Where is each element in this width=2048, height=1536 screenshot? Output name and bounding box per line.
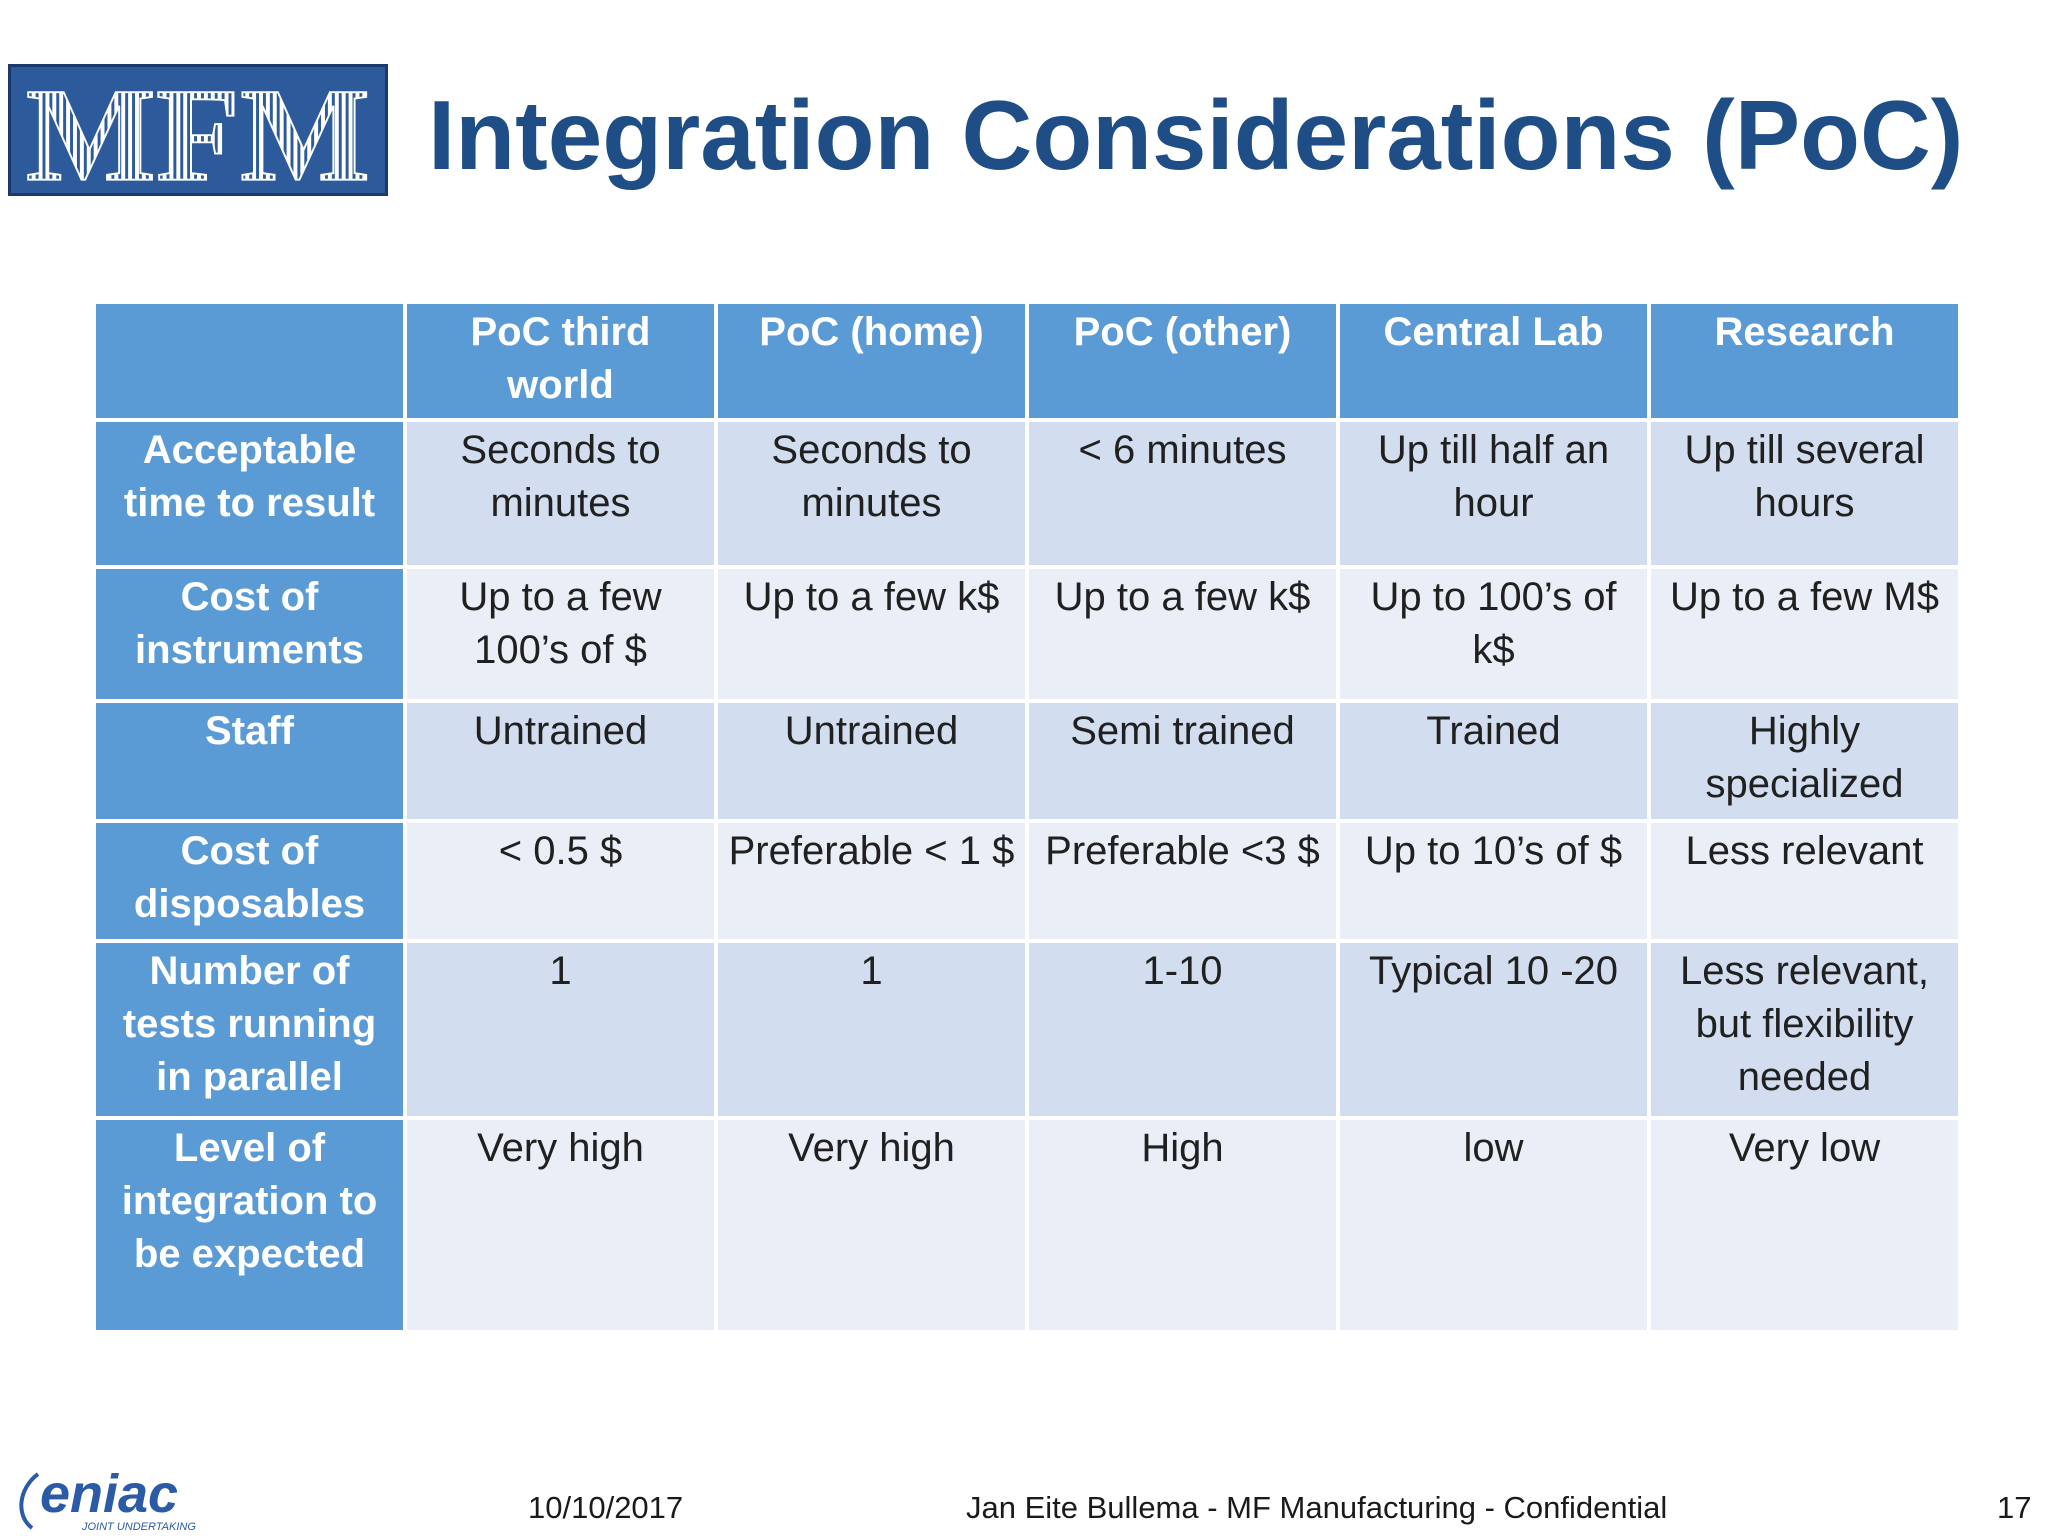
table-cell: low [1336,1116,1651,1334]
column-header: PoC (home) [714,300,1029,422]
table-cell: Up to a few M$ [1647,565,1962,703]
table-row: Level of integration to be expected Very… [92,1116,1962,1334]
table-cell: Very high [714,1116,1029,1334]
table-cell: Very high [403,1116,718,1334]
table-cell: 1 [714,939,1029,1120]
footer-confidential: Jan Eite Bullema - MF Manufacturing - Co… [966,1490,1668,1525]
table-cell: Up till half an hour [1336,418,1651,569]
row-header: Staff [92,699,407,823]
table-row: Cost of instruments Up to a few 100’s of… [92,565,1962,703]
table-cell: Up to 100’s of k$ [1336,565,1651,703]
table-cell: Semi trained [1025,699,1340,823]
row-header: Cost of disposables [92,819,407,943]
table-cell: 1 [403,939,718,1120]
table-cell: Up to a few k$ [714,565,1029,703]
table-cell: Preferable < 1 $ [714,819,1029,943]
eniac-swoosh-icon [19,1472,40,1530]
table-cell: Less relevant [1647,819,1962,943]
page-number: 17 [1997,1490,2032,1525]
eniac-logo: eniac JOINT UNDERTAKING [8,1464,218,1534]
table-cell: Up to 10’s of $ [1336,819,1651,943]
table-cell: 1-10 [1025,939,1340,1120]
table-header-row: PoC third world PoC (home) PoC (other) C… [92,300,1962,422]
column-header: PoC third world [403,300,718,422]
mfm-logo: MFM [8,64,388,196]
column-header-blank [92,300,407,422]
column-header: Research [1647,300,1962,422]
table-cell: Preferable <3 $ [1025,819,1340,943]
table-cell: Up to a few k$ [1025,565,1340,703]
footer-date: 10/10/2017 [528,1490,684,1525]
eniac-logo-text: eniac [40,1464,178,1524]
table-cell: < 0.5 $ [403,819,718,943]
table-cell: High [1025,1116,1340,1334]
table-cell: Untrained [714,699,1029,823]
table-cell: Less relevant, but flexibility needed [1647,939,1962,1120]
row-header: Acceptable time to result [92,418,407,569]
table-cell: Up to a few 100’s of $ [403,565,718,703]
table-cell: Very low [1647,1116,1962,1334]
page-title: Integration Considerations (PoC) [428,80,1964,190]
table-cell: Untrained [403,699,718,823]
column-header: Central Lab [1336,300,1651,422]
row-header: Cost of instruments [92,565,407,703]
table-row: Acceptable time to result Seconds to min… [92,418,1962,569]
row-header: Number of tests running in parallel [92,939,407,1120]
table-cell: Typical 10 -20 [1336,939,1651,1120]
table-cell: < 6 minutes [1025,418,1340,569]
table-row: Cost of disposables < 0.5 $ Preferable <… [92,819,1962,943]
row-header: Level of integration to be expected [92,1116,407,1334]
eniac-logo-subtext: JOINT UNDERTAKING [81,1521,196,1533]
table-row: Number of tests running in parallel 1 1 … [92,939,1962,1120]
table-cell: Highly specialized [1647,699,1962,823]
table-row: Staff Untrained Untrained Semi trained T… [92,699,1962,823]
table-cell: Up till several hours [1647,418,1962,569]
column-header: PoC (other) [1025,300,1340,422]
table-cell: Trained [1336,699,1651,823]
table-cell: Seconds to minutes [403,418,718,569]
comparison-table: PoC third world PoC (home) PoC (other) C… [92,300,1962,1334]
logo-text: MFM [26,67,370,193]
table-cell: Seconds to minutes [714,418,1029,569]
